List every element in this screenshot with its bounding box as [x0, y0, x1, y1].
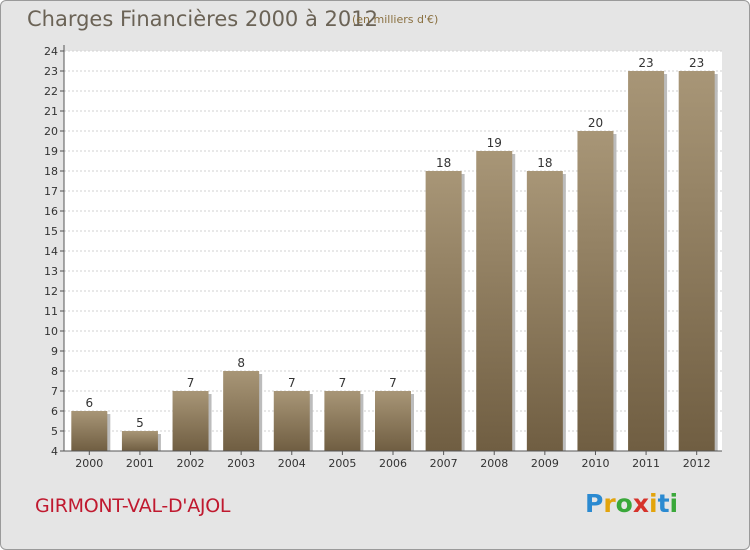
x-tick-label: 2012: [683, 457, 711, 470]
bar-value-label: 18: [537, 156, 552, 170]
x-tick-label: 2011: [632, 457, 660, 470]
logo-letter: i: [649, 489, 658, 518]
bar: [678, 71, 715, 451]
y-tick-label: 13: [44, 265, 58, 278]
x-tick-label: 2001: [126, 457, 154, 470]
proxiti-logo: Proxiti: [585, 489, 678, 518]
bars-layer: 6 5 7 8 7 7 7 18 19 18 20 23 23: [71, 56, 718, 451]
bar-value-label: 7: [389, 376, 397, 390]
chart-subtitle: (en milliers d'€): [352, 13, 439, 26]
logo-letter: t: [657, 489, 670, 518]
logo-letter: x: [632, 489, 649, 518]
x-tick-label: 2003: [227, 457, 255, 470]
y-tick-label: 24: [44, 45, 58, 58]
chart-title: Charges Financières 2000 à 2012: [27, 7, 378, 31]
y-tick-label: 16: [44, 205, 58, 218]
y-tick-label: 21: [44, 105, 58, 118]
bar: [223, 371, 260, 451]
x-tick-label: 2010: [581, 457, 609, 470]
x-tick-label: 2008: [480, 457, 508, 470]
bar: [71, 411, 108, 451]
x-tick-label: 2002: [177, 457, 205, 470]
bar: [324, 391, 361, 451]
y-tick-label: 17: [44, 185, 58, 198]
x-tick-label: 2005: [328, 457, 356, 470]
y-tick-label: 23: [44, 65, 58, 78]
logo-letter: r: [603, 489, 616, 518]
x-tick-label: 2006: [379, 457, 407, 470]
y-tick-label: 8: [51, 365, 58, 378]
bar: [425, 171, 462, 451]
bar: [526, 171, 563, 451]
y-tick-label: 15: [44, 225, 58, 238]
y-tick-label: 22: [44, 85, 58, 98]
x-tick-label: 2000: [75, 457, 103, 470]
bar-value-label: 5: [136, 416, 144, 430]
bar-value-label: 6: [85, 396, 93, 410]
bar: [577, 131, 614, 451]
bar-value-label: 20: [588, 116, 603, 130]
bar: [476, 151, 513, 451]
y-tick-label: 4: [51, 445, 58, 458]
logo-letter: i: [669, 489, 679, 518]
y-tick-label: 6: [51, 405, 58, 418]
bar: [172, 391, 209, 451]
bar-value-label: 7: [187, 376, 195, 390]
y-tick-label: 20: [44, 125, 58, 138]
bar-value-label: 18: [436, 156, 451, 170]
bar-value-label: 23: [638, 56, 653, 70]
logo-letter: o: [615, 489, 633, 518]
bar-value-label: 7: [288, 376, 296, 390]
bar: [273, 391, 310, 451]
y-tick-label: 7: [51, 385, 58, 398]
bar-value-label: 7: [339, 376, 347, 390]
y-tick-label: 12: [44, 285, 58, 298]
y-tick-label: 11: [44, 305, 58, 318]
axis-layer: 4 5 6 7 8 9 10 11 12 13 14 15 16 17 18 19 20 21 22 23 24 2000…: [44, 45, 722, 470]
y-tick-label: 14: [44, 245, 58, 258]
bar-value-label: 23: [689, 56, 704, 70]
bar: [121, 431, 158, 451]
bar: [628, 71, 665, 451]
x-tick-label: 2004: [278, 457, 306, 470]
bar-value-label: 8: [237, 356, 245, 370]
x-tick-label: 2009: [531, 457, 559, 470]
y-tick-label: 19: [44, 145, 58, 158]
y-tick-label: 10: [44, 325, 58, 338]
y-tick-label: 5: [51, 425, 58, 438]
bar: [375, 391, 411, 451]
commune-name: GIRMONT-VAL-D'AJOL: [35, 495, 231, 517]
bar-value-label: 19: [487, 136, 502, 150]
logo-letter: P: [585, 489, 604, 518]
y-tick-label: 18: [44, 165, 58, 178]
y-tick-label: 9: [51, 345, 58, 358]
x-tick-label: 2007: [430, 457, 458, 470]
